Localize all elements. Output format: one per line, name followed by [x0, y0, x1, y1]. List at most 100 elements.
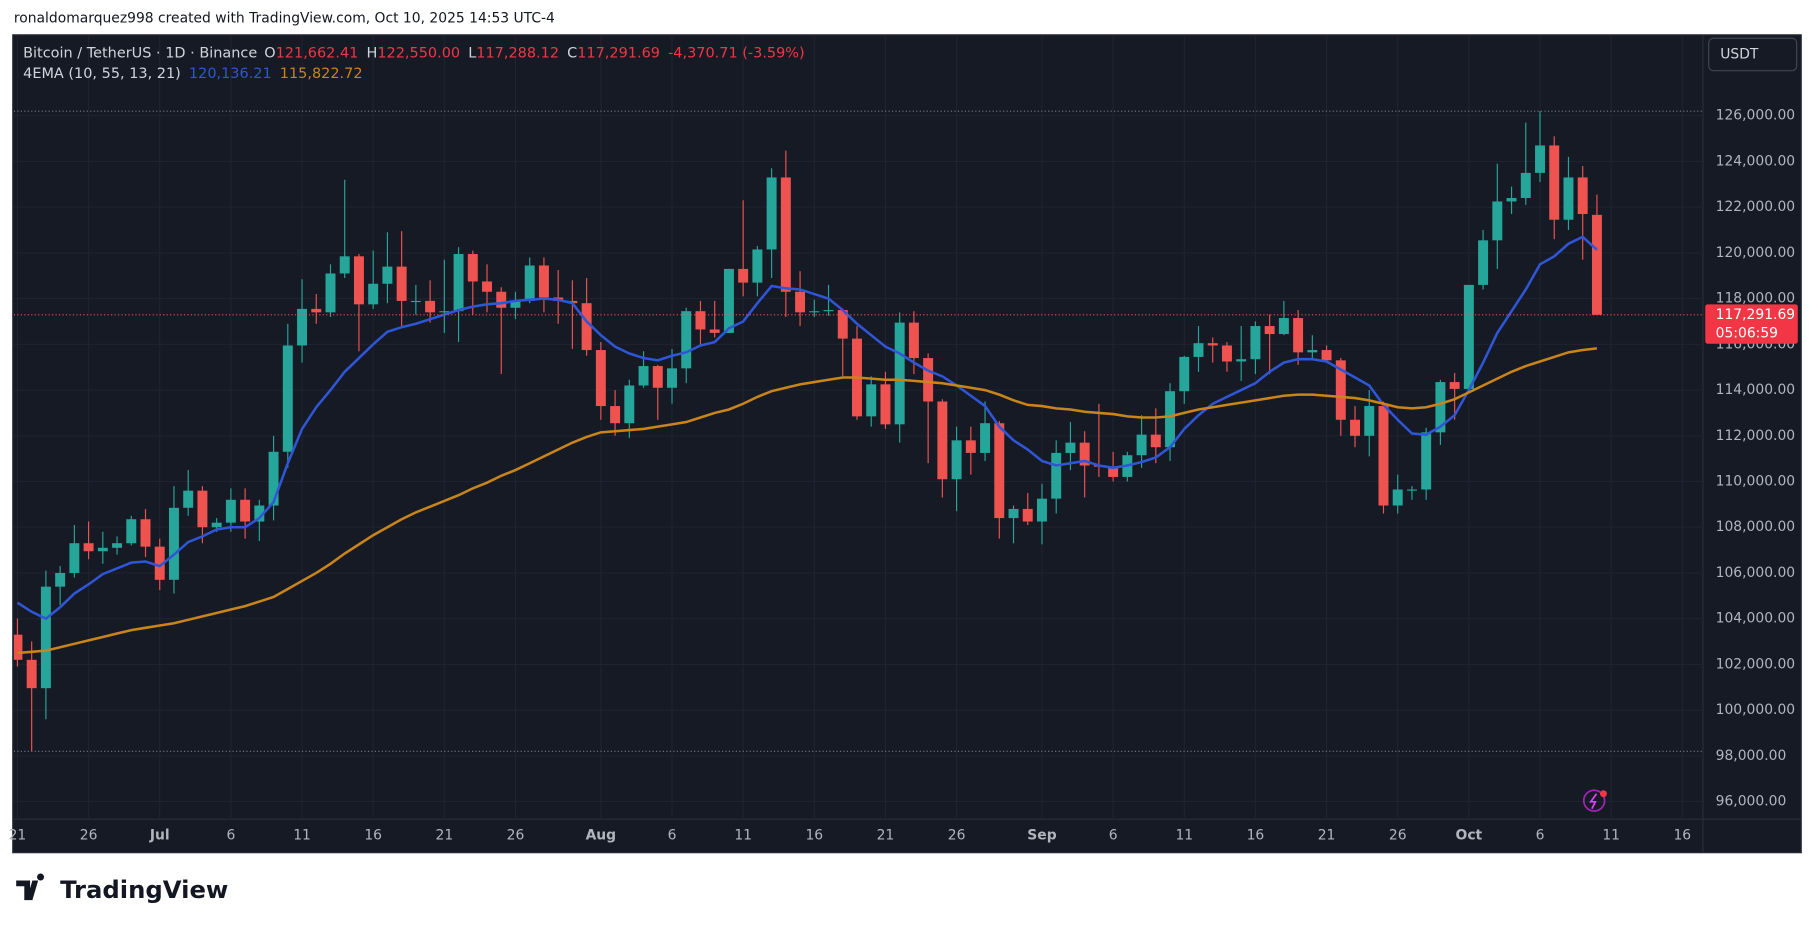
indicator-name: 4EMA (10, 55, 13, 21) [23, 66, 181, 82]
candle-body [1435, 382, 1446, 433]
candle-body [1364, 406, 1375, 436]
candle-body [1264, 326, 1275, 335]
candle-body [823, 310, 834, 312]
y-tick-label: 110,000.00 [1716, 474, 1795, 490]
candle-body [1051, 452, 1062, 499]
x-tick-label: 26 [948, 827, 966, 843]
x-tick-label: 26 [80, 827, 98, 843]
candle-body [83, 543, 94, 552]
ohlc-key: H [366, 45, 377, 61]
y-tick-label: 106,000.00 [1716, 565, 1795, 581]
y-tick-label: 104,000.00 [1716, 611, 1795, 627]
candle-body [13, 634, 23, 660]
candle-body [1008, 508, 1019, 519]
x-tick-label: 21 [436, 827, 454, 843]
x-tick-label: 21 [1318, 827, 1336, 843]
candle-body [1392, 489, 1403, 506]
candle-body [1108, 466, 1119, 477]
candle-body [1577, 177, 1588, 215]
candle-body [766, 177, 777, 250]
candle-body [1350, 419, 1360, 436]
y-tick-label: 124,000.00 [1716, 153, 1795, 169]
y-tick-label: 96,000.00 [1716, 794, 1787, 810]
alert-icon[interactable] [1582, 789, 1606, 812]
candle-body [1378, 406, 1389, 506]
candle-body [425, 300, 436, 313]
y-tick-label: 120,000.00 [1716, 245, 1795, 261]
candle-body [168, 507, 179, 580]
change: -4,370.71 (-3.59%) [668, 45, 805, 61]
candle-body [254, 505, 265, 522]
y-tick-label: 100,000.00 [1716, 702, 1795, 718]
candle-body [154, 546, 165, 580]
candle-body [610, 406, 621, 424]
candle-body [382, 266, 393, 284]
candle-body [951, 440, 962, 480]
alert-bolt [1589, 793, 1598, 810]
y-tick-label: 118,000.00 [1716, 291, 1795, 307]
currency[interactable]: USDT [1720, 46, 1759, 62]
candle-body [1321, 350, 1332, 361]
ohlc-value: 121,662.41 [276, 45, 359, 61]
candle-body [595, 350, 606, 407]
y-tick-label: 102,000.00 [1716, 656, 1795, 672]
candle-body [55, 572, 66, 587]
x-tick-label: 6 [668, 827, 677, 843]
x-tick-label: 16 [1673, 827, 1691, 843]
symbol: Bitcoin / TetherUS · 1D · Binance [23, 45, 257, 61]
candle-body [1449, 382, 1460, 389]
x-tick-label: 26 [507, 827, 525, 843]
candle-body [225, 499, 236, 523]
x-tick-label: 16 [364, 827, 382, 843]
candle-body [1307, 350, 1318, 353]
candle-body [1179, 356, 1190, 392]
ohlc-key: L [468, 45, 476, 61]
candle-body [1520, 172, 1531, 199]
candle-body [1150, 434, 1161, 448]
candle-body [524, 265, 535, 301]
x-tick-label: 16 [1247, 827, 1265, 843]
candle-body [183, 490, 194, 508]
candle-body [738, 268, 749, 283]
y-tick-label: 114,000.00 [1716, 382, 1795, 398]
axes: 96,000.00 98,000.00 100,000.00 102,000.00 10… [9, 108, 1798, 843]
candle-body [439, 311, 450, 313]
candle-body [311, 308, 322, 313]
candle-body [40, 586, 51, 689]
ohlc-value: 117,288.12 [476, 45, 559, 61]
x-tick-label: Sep [1027, 827, 1056, 843]
y-tick-label: 126,000.00 [1716, 108, 1795, 124]
candle-body [1549, 145, 1560, 220]
currency-button[interactable] [1708, 37, 1798, 72]
candle-body [1236, 359, 1247, 362]
candle-body [268, 451, 279, 506]
x-tick-label: Jul [149, 827, 170, 843]
candle-body [1492, 201, 1503, 241]
ema-line [16, 235, 1598, 621]
candle-body [880, 384, 891, 425]
candle-body [908, 322, 919, 359]
x-tick-label: Aug [586, 827, 617, 843]
candle-body [624, 385, 635, 424]
candle-body [994, 423, 1005, 519]
candle-body [240, 499, 251, 522]
candle-body [396, 266, 407, 301]
candle-body [780, 177, 791, 292]
candle-body [652, 366, 663, 388]
candle-body [980, 423, 991, 453]
candle-body [140, 519, 151, 547]
x-tick-label: 16 [805, 827, 823, 843]
x-tick-label: 6 [226, 827, 235, 843]
logo: TradingView [16, 873, 228, 904]
candle-body [1193, 343, 1204, 357]
x-tick-label: 26 [1389, 827, 1407, 843]
candle-body [69, 543, 80, 573]
x-tick-label: 6 [1109, 827, 1118, 843]
candle-body [97, 547, 108, 552]
x-tick-label: 21 [877, 827, 895, 843]
logo-text: TradingView [60, 875, 228, 904]
candle-body [667, 368, 677, 388]
candle-body [809, 311, 820, 313]
